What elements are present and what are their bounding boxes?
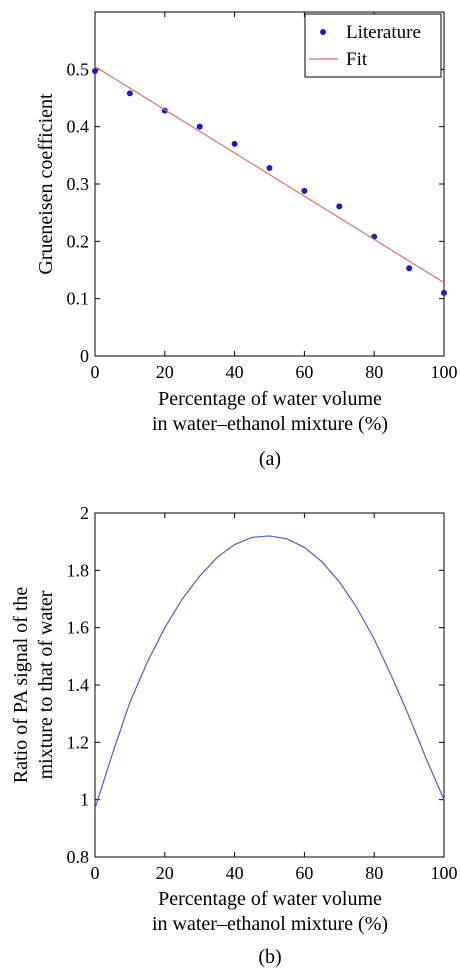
panel-b-plot-frame [94, 512, 445, 858]
panel-a-y-tick-label: 0 [80, 346, 89, 366]
panel-b-y-axis-label-line1: Ratio of PA signal of the [10, 587, 32, 784]
panel-b-line-curve [94, 535, 445, 809]
panel-b-x-tick-label: 0 [91, 863, 100, 883]
panel-b-x-axis-label-line2: in water–ethanol mixture (%) [152, 913, 388, 935]
panel-a-x-axis-label-line1: Percentage of water volume [158, 388, 382, 410]
panel-b-x-tick-label: 100 [431, 863, 458, 883]
panel-a-x-axis-label-line2: in water–ethanol mixture (%) [152, 413, 388, 435]
panel-b-y-axis-label-line2: mixture to that of water [35, 590, 57, 779]
panel-b-y-tick-label: 1.2 [67, 732, 90, 752]
panel-b-y-tick-label: 1 [80, 790, 89, 810]
panel-a-x-tick-label: 40 [226, 362, 244, 382]
panel-a-x-tick-label: 60 [295, 362, 313, 382]
panel-a-point-literature [441, 289, 447, 296]
panel-a-y-tick-label: 0.3 [67, 174, 90, 194]
panel-a-x-tick-label: 100 [431, 362, 458, 382]
panel-b-y-tick-label: 1.8 [67, 560, 90, 580]
panel-a-legend: Literature Fit [304, 13, 442, 78]
panel-a-x-tick-label: 80 [365, 362, 383, 382]
panel-a-point-literature [126, 90, 133, 97]
panel-b-caption: (b) [258, 946, 281, 968]
panel-a-y-tick-label: 0.5 [67, 59, 90, 79]
panel-a-y-tick-label: 0.4 [67, 117, 90, 137]
panel-a-y-axis-label: Grueneisen coefficient [35, 93, 57, 275]
legend-box [304, 13, 442, 78]
panel-a-point-literature [231, 140, 238, 147]
panel-b-chart: 0 20 40 60 80 100 0.8 1 1.2 1.4 1.6 1.8 2 Ratio of P… [10, 503, 458, 968]
panel-a-y-tick-label: 0.1 [67, 289, 90, 309]
panel-b-x-tick-label: 40 [226, 863, 244, 883]
panel-b-y-tick-label: 1.4 [67, 675, 90, 695]
panel-b-x-tick-label: 60 [295, 863, 313, 883]
legend-marker-literature [320, 29, 326, 35]
panel-b-x-tick-label: 80 [365, 863, 383, 883]
legend-label-fit: Fit [346, 49, 368, 70]
panel-a-point-literature [301, 187, 308, 194]
panel-a-caption: (a) [259, 448, 281, 470]
legend-label-literature: Literature [346, 22, 421, 43]
panel-a-point-literature [92, 68, 98, 75]
panel-a-line-fit [94, 65, 445, 284]
panel-a-x-tick-label: 20 [156, 362, 174, 382]
panel-a-point-literature [266, 164, 273, 171]
panel-a-x-tick-label: 0 [91, 362, 100, 382]
panel-a-point-literature [196, 123, 203, 130]
panel-a-chart: 0 20 40 60 80 100 0 0.1 0.2 0.3 0.4 0.5 Literature … [35, 11, 458, 470]
panel-a-y-tick-label: 0.2 [67, 231, 90, 251]
panel-b-x-tick-label: 20 [156, 863, 174, 883]
panel-b-y-tick-label: 0.8 [67, 847, 90, 867]
panel-a-point-literature [336, 203, 343, 210]
panel-b-x-axis-label-line1: Percentage of water volume [158, 888, 382, 910]
panel-a-point-literature [406, 265, 413, 272]
panel-b-y-tick-label: 1.6 [67, 618, 90, 638]
panel-b-y-tick-label: 2 [80, 503, 89, 523]
